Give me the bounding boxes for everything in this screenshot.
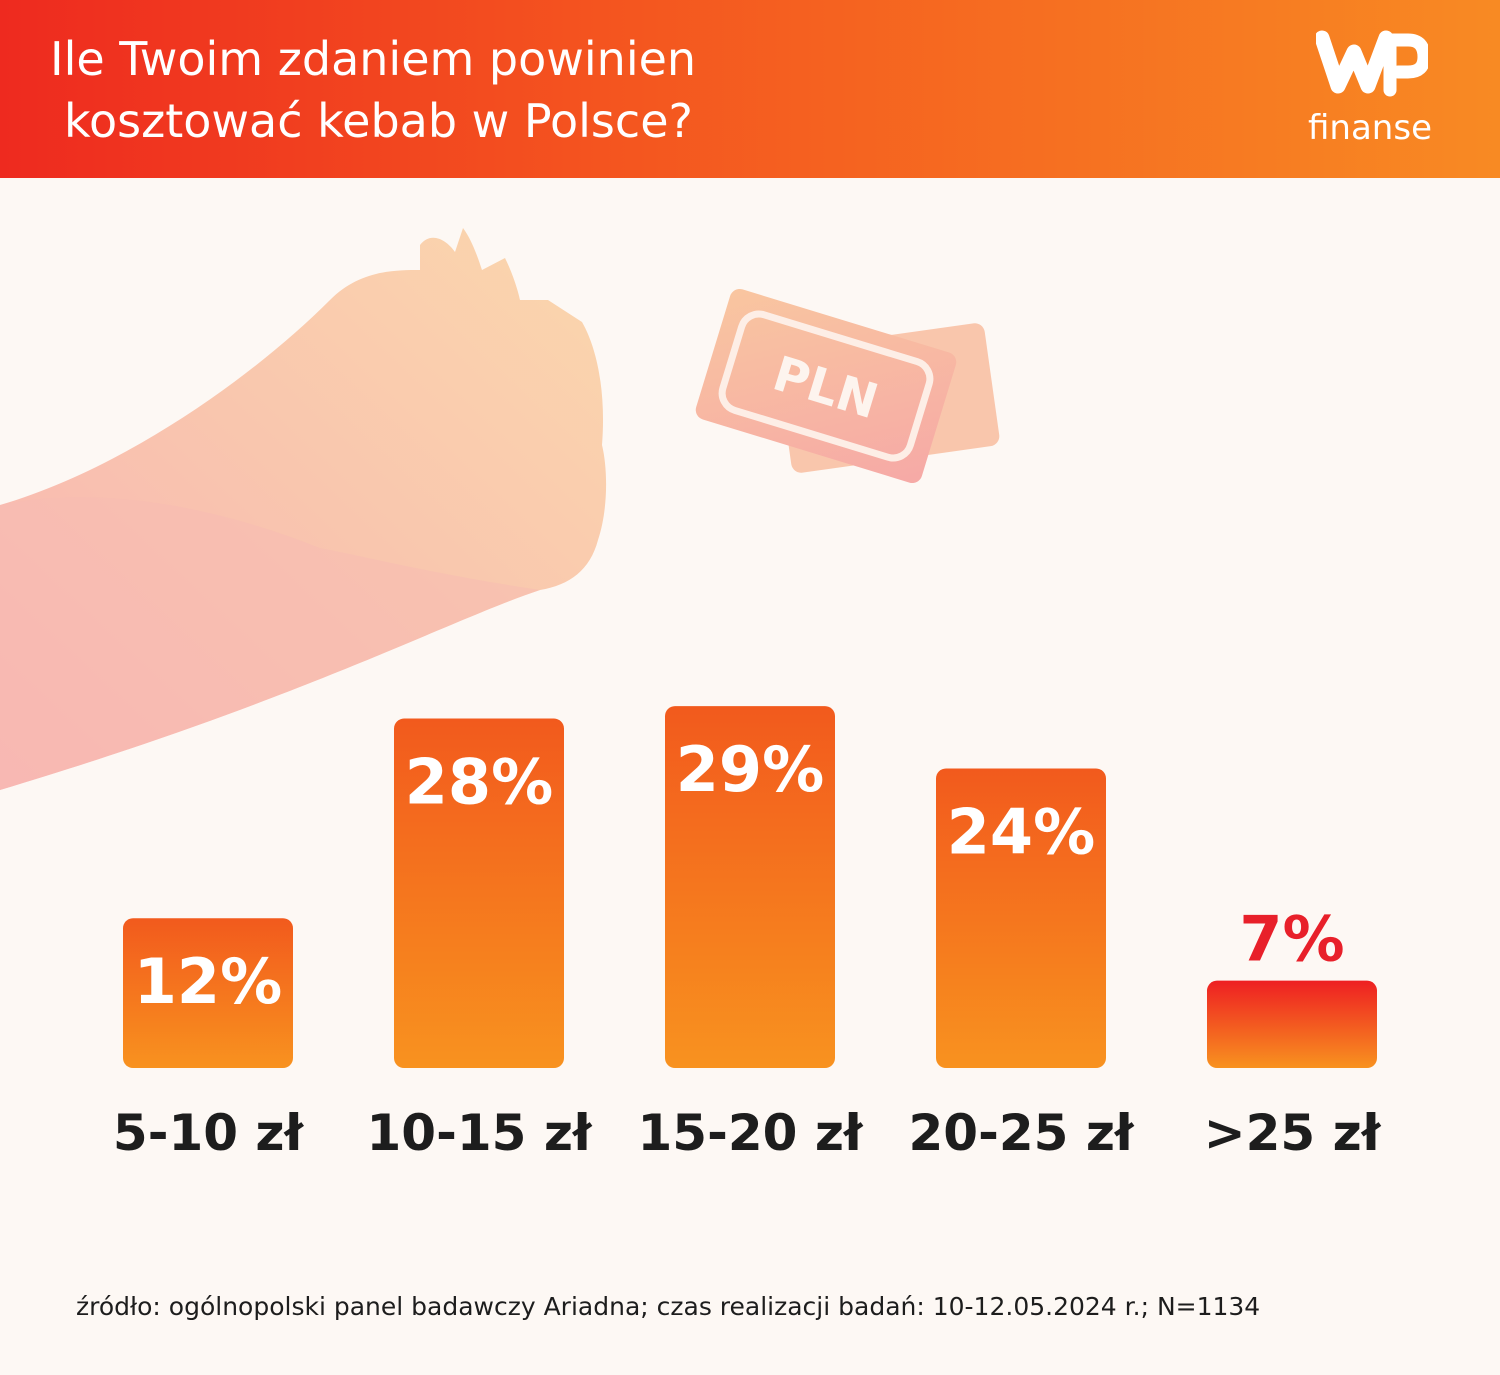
title-line-2: kosztować kebab w Polsce? (64, 94, 693, 148)
logo-text: finanse (1308, 108, 1432, 148)
title-line-1: Ile Twoim zdaniem powinien (50, 32, 697, 86)
category-label-3: 15-20 zł (638, 1104, 864, 1162)
bar-4 (936, 768, 1106, 1068)
page-title: Ile Twoim zdaniem powinien kosztować keb… (50, 28, 1050, 152)
hand-icon (0, 228, 607, 790)
banknote-icon: PLN (695, 288, 1000, 484)
value-label-1: 12% (134, 945, 282, 1018)
bar-3 (665, 706, 835, 1068)
wp-finanse-logo: finanse (1300, 30, 1450, 155)
value-label-3: 29% (676, 733, 824, 806)
value-label-2: 28% (405, 746, 553, 819)
category-label-5: >25 zł (1204, 1104, 1382, 1162)
category-label-2: 10-15 zł (367, 1104, 593, 1162)
bar-5 (1207, 980, 1377, 1068)
value-label-5: 7% (1239, 903, 1344, 976)
category-label-1: 5-10 zł (113, 1104, 305, 1162)
bar-1 (123, 918, 293, 1068)
header-banner: Ile Twoim zdaniem powinien kosztować keb… (0, 0, 1500, 178)
value-label-4: 24% (947, 795, 1095, 868)
source-note: źródło: ogólnopolski panel badawczy Aria… (76, 1292, 1261, 1321)
bar-2 (394, 718, 564, 1068)
category-label-4: 20-25 zł (909, 1104, 1135, 1162)
wp-logo-icon (1316, 30, 1428, 97)
